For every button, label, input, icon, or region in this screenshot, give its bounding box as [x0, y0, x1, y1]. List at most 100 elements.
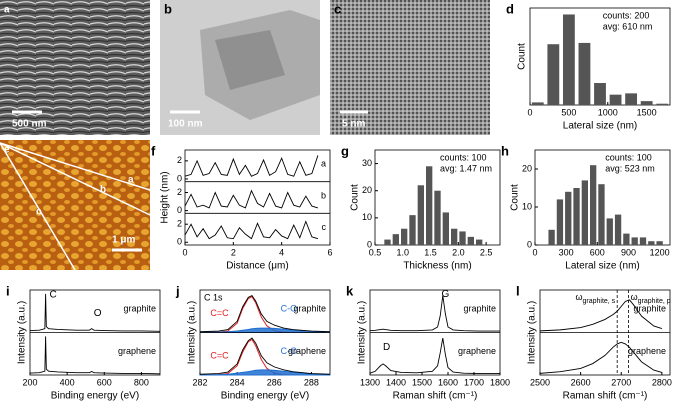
bar [409, 215, 416, 245]
series-line [539, 341, 663, 374]
sem-image [0, 0, 150, 135]
series-label: a [321, 159, 326, 169]
bar [426, 166, 433, 245]
marker-symbol: ω [631, 292, 638, 302]
bar [573, 188, 580, 245]
scale-label: 5 nm [342, 119, 365, 130]
x-tick-label: 2700 [611, 377, 631, 387]
x-tick-label: 284 [230, 377, 245, 387]
x-tick-label: 282 [192, 377, 207, 387]
x-tick-label: 0.5 [369, 247, 382, 257]
bar [392, 234, 399, 245]
series-label: graphene [458, 346, 496, 356]
series-line [369, 295, 500, 332]
bar [598, 184, 605, 245]
y-axis-label: Intensity (a.u.) [527, 301, 538, 364]
x-tick-label: 1300 [360, 377, 380, 387]
x-axis-label: Raman shift (cm⁻¹) [563, 391, 648, 402]
y-tick-label: 0 [367, 239, 372, 249]
x-tick-label: 6 [327, 247, 332, 257]
x-tick-label: 600 [97, 377, 112, 387]
profile-line [0, 142, 76, 271]
series-label: graphene [118, 346, 156, 356]
annotation: counts: 200 [603, 10, 650, 20]
x-tick-label: 2800 [652, 377, 672, 387]
y-axis-label: Intensity (a.u.) [357, 301, 368, 364]
marker-subscript: graphite, p [638, 298, 671, 305]
bar [467, 236, 474, 245]
y-axis-label: Count [510, 184, 521, 211]
series-label: graphite [463, 304, 496, 314]
panel-letter: i [6, 283, 10, 298]
y-axis-label: Intensity (a.u.) [187, 301, 198, 364]
bar [623, 233, 630, 245]
panel-letter: e [4, 145, 10, 156]
panel-letter: a [4, 5, 10, 16]
x-tick-label: 2500 [530, 377, 550, 387]
bar [531, 102, 544, 105]
series-label: c [322, 222, 327, 232]
bar [606, 218, 613, 245]
x-axis-label: Thickness (nm) [403, 261, 471, 272]
panel-letter: b [164, 1, 172, 16]
marker-label: ωgraphite, p [631, 292, 671, 304]
x-tick-label: 0 [182, 247, 187, 257]
x-tick-label: 2.0 [452, 247, 465, 257]
scale-label: 500 nm [12, 119, 47, 130]
series-label: graphite [633, 304, 666, 314]
y-tick-label: 30 [362, 158, 372, 168]
panel-letter: j [175, 283, 180, 298]
series-line [539, 299, 663, 332]
bar [625, 93, 638, 105]
panel-letter: k [346, 283, 354, 298]
x-tick-label: 1500 [412, 377, 432, 387]
x-tick-label: 600 [590, 247, 605, 257]
panel-title: C 1s [204, 292, 223, 302]
bar [547, 44, 560, 105]
x-axis-label: Lateral size (nm) [563, 121, 637, 132]
x-tick-label: 0 [532, 247, 537, 257]
x-tick-label: 2600 [571, 377, 591, 387]
series-label: graphite [123, 304, 156, 314]
x-axis-label: Raman shift (cm⁻¹) [393, 391, 478, 402]
x-axis-label: Lateral size (nm) [565, 261, 639, 272]
series-line [29, 293, 161, 332]
bar [562, 14, 575, 105]
bar [384, 239, 391, 245]
x-axis-label: Binding energy (eV) [51, 391, 139, 402]
y-tick-label: 2 [177, 155, 182, 165]
hrtem-image [330, 0, 490, 135]
series-line [29, 336, 161, 375]
x-tick-label: 1.5 [424, 247, 437, 257]
series-line [369, 337, 500, 374]
profile-line [0, 142, 151, 216]
scale-label: 1 μm [112, 235, 135, 246]
x-tick-label: 2 [231, 247, 236, 257]
series-line [184, 189, 319, 209]
annotation: G [442, 289, 450, 300]
x-tick-label: 2.5 [480, 247, 493, 257]
bar [589, 165, 597, 245]
x-tick-label: 4 [279, 247, 284, 257]
bar [451, 228, 458, 245]
x-tick-label: 1600 [438, 377, 458, 387]
y-tick-label: 10 [362, 212, 372, 222]
profile-label: b [100, 185, 106, 196]
series-label: graphene [628, 346, 666, 356]
panel-letter: c [334, 1, 341, 16]
series-line [199, 294, 331, 333]
bar [442, 212, 449, 245]
scale-label: 100 nm [168, 119, 203, 130]
profile-line [0, 142, 151, 191]
x-tick-label: 1.0 [397, 247, 410, 257]
annotation: avg: 523 nm [605, 163, 655, 173]
bar [639, 237, 647, 245]
annotation: avg: 1.47 nm [440, 163, 492, 173]
marker-subscript: graphite, s [583, 298, 616, 305]
afm-image [0, 140, 150, 270]
graphene-sheet [215, 30, 285, 90]
panel-letter: g [341, 143, 349, 158]
y-tick-label: 0 [177, 237, 182, 247]
plot-frame [184, 149, 331, 246]
